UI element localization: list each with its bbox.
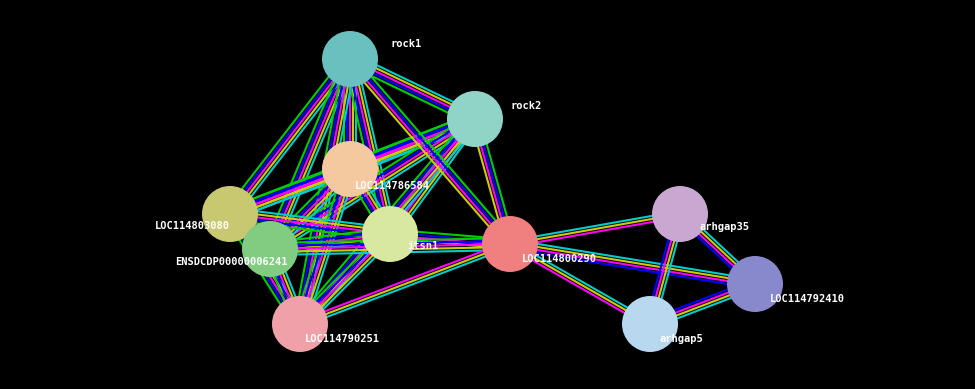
Circle shape <box>482 216 538 272</box>
Circle shape <box>272 296 328 352</box>
Circle shape <box>652 186 708 242</box>
Circle shape <box>202 186 258 242</box>
Text: ENSDCDP00000006241: ENSDCDP00000006241 <box>175 257 288 267</box>
Text: LOC114786584: LOC114786584 <box>355 181 430 191</box>
Text: arhgap35: arhgap35 <box>700 222 750 232</box>
Text: rock1: rock1 <box>390 39 421 49</box>
Text: arhgap5: arhgap5 <box>660 334 704 344</box>
Text: rock2: rock2 <box>510 101 541 111</box>
Circle shape <box>447 91 503 147</box>
Circle shape <box>242 221 298 277</box>
Circle shape <box>362 206 418 262</box>
Text: LOC114790251: LOC114790251 <box>305 334 380 344</box>
Text: LOC114803080: LOC114803080 <box>155 221 230 231</box>
Circle shape <box>727 256 783 312</box>
Text: itsn1: itsn1 <box>407 241 438 251</box>
Text: LOC114792410: LOC114792410 <box>770 294 845 304</box>
Circle shape <box>322 141 378 197</box>
Circle shape <box>622 296 678 352</box>
Circle shape <box>322 31 378 87</box>
Text: LOC114800290: LOC114800290 <box>522 254 597 264</box>
